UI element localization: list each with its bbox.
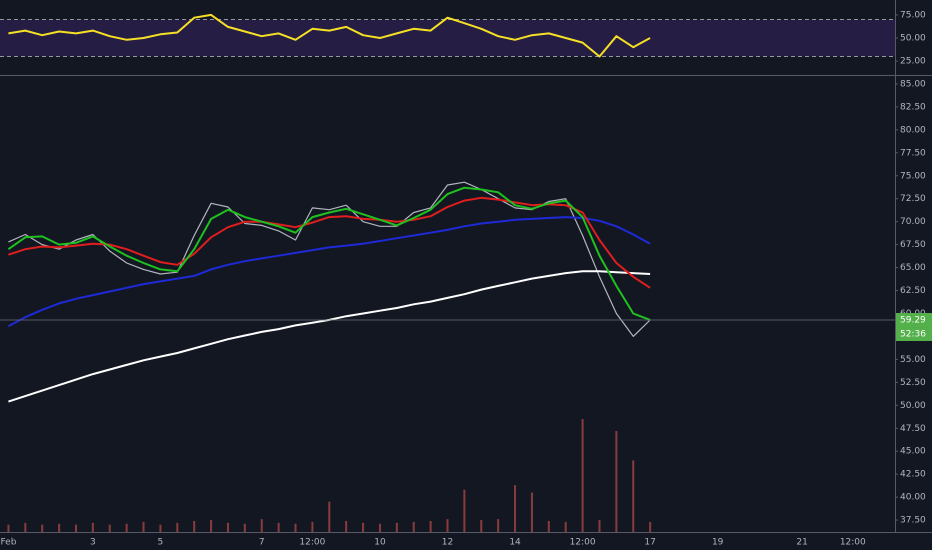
volume-bar	[226, 522, 229, 532]
y-tick-label: 75.00	[900, 171, 926, 181]
y-tick-label: 77.50	[900, 148, 926, 158]
last-price-label: 59.29	[900, 316, 926, 326]
rsi-band	[0, 19, 895, 57]
volume-bar	[429, 520, 432, 532]
x-tick-label: 14	[509, 538, 521, 548]
volume-bar	[497, 519, 500, 532]
last-price-box	[896, 313, 932, 328]
x-tick-label: 21	[796, 538, 807, 548]
volume-bar	[210, 520, 213, 532]
y-tick-label: 82.50	[900, 102, 926, 112]
y-tick-label: 37.50	[900, 516, 926, 526]
volume-bar	[615, 431, 618, 532]
volume-bar	[328, 501, 331, 532]
volume-bar	[514, 485, 517, 532]
volume-bar	[564, 521, 567, 532]
volume-bar	[446, 519, 449, 532]
y-tick-label: 52.50	[900, 378, 926, 388]
volume-bar	[378, 523, 381, 532]
volume-bar	[345, 520, 348, 532]
volume-bar	[108, 524, 111, 532]
volume-bar	[632, 460, 635, 532]
volume-bar	[294, 523, 297, 532]
volume-bar	[142, 521, 145, 532]
x-tick-label: 7	[259, 538, 265, 548]
volume-bar	[7, 524, 10, 532]
x-tick-label: 17	[644, 538, 655, 548]
y2-tick-label: 25.00	[900, 57, 926, 67]
volume-bar	[480, 520, 483, 532]
volume-bar	[260, 519, 263, 532]
y-tick-label: 85.00	[900, 79, 926, 89]
x-tick-label: 12:00	[570, 538, 596, 548]
volume-bar	[243, 523, 246, 532]
y-tick-label: 55.00	[900, 355, 926, 365]
series-line	[7, 216, 651, 328]
series-line	[7, 186, 651, 321]
volume-bar	[125, 523, 128, 532]
volume-bar	[176, 522, 179, 532]
y-tick-label: 70.00	[900, 217, 926, 227]
volume-bar	[277, 522, 280, 532]
volume-bar	[74, 524, 77, 532]
y-tick-label: 62.50	[900, 286, 926, 296]
x-tick-label: 5	[158, 538, 164, 548]
volume-bar	[547, 520, 550, 532]
y-tick-label: 67.50	[900, 240, 926, 250]
volume-bar	[463, 489, 466, 532]
x-tick-label: 12:00	[299, 538, 325, 548]
x-tick-label: 10	[374, 538, 386, 548]
y2-tick-label: 50.00	[900, 34, 926, 44]
x-tick-label: 12:00	[840, 538, 866, 548]
y-tick-label: 65.00	[900, 263, 926, 273]
y-tick-label: 45.00	[900, 447, 926, 457]
volume-bar	[649, 521, 652, 532]
volume-bar	[159, 524, 162, 532]
y-tick-label: 47.50	[900, 424, 926, 434]
volume-bar	[362, 522, 365, 532]
volume-bar	[58, 523, 61, 532]
y-tick-label: 72.50	[900, 194, 926, 204]
x-tick-label: Feb	[0, 538, 16, 548]
countdown-label: 52:36	[900, 330, 926, 340]
volume-bar	[91, 522, 94, 532]
x-tick-label: 12	[442, 538, 453, 548]
y-tick-label: 40.00	[900, 493, 926, 503]
volume-bar	[412, 521, 415, 532]
x-tick-label: 19	[712, 538, 724, 548]
y-tick-label: 42.50	[900, 470, 926, 480]
volume-bar	[193, 520, 196, 532]
volume-bar	[24, 522, 27, 532]
volume-bar	[41, 524, 44, 532]
volume-bar	[581, 419, 584, 532]
countdown-box	[896, 327, 932, 342]
volume-bar	[311, 521, 314, 532]
volume-bar	[530, 492, 533, 532]
y-tick-label: 80.00	[900, 125, 926, 135]
y2-tick-label: 75.00	[900, 10, 926, 20]
y-tick-label: 50.00	[900, 401, 926, 411]
series-line	[8, 13, 651, 58]
x-tick-label: 3	[90, 538, 96, 548]
volume-bar	[598, 520, 601, 532]
volume-bar	[395, 522, 398, 532]
